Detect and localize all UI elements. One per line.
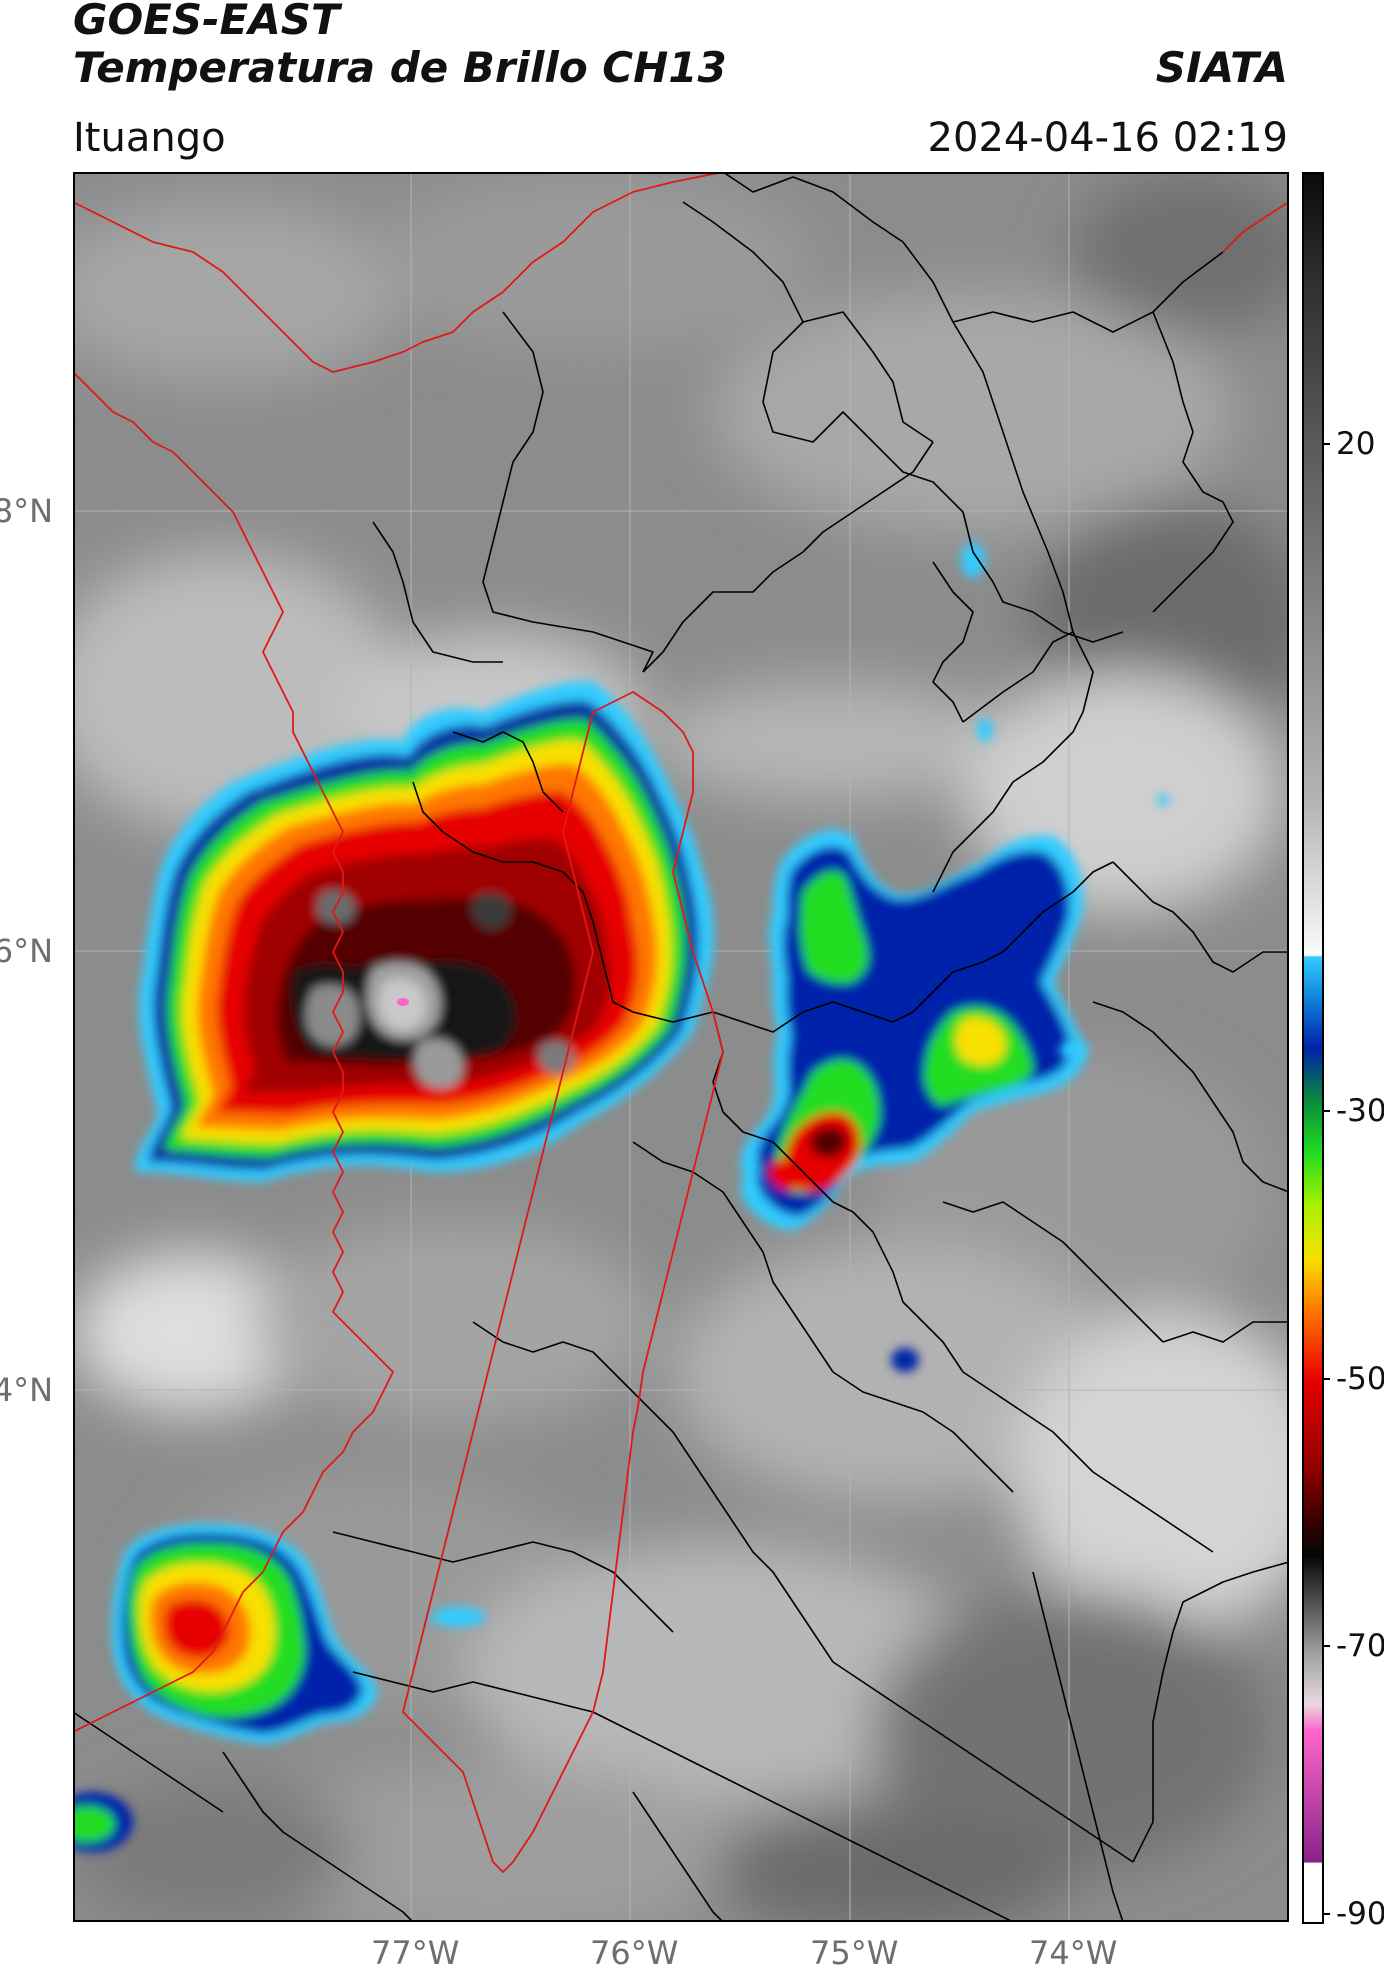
- colorbar: [1302, 172, 1330, 1924]
- colorbar-tick-20: 20: [1336, 426, 1376, 462]
- coldest-top: [397, 998, 409, 1006]
- colorbar-tick-neg30: -30: [1336, 1093, 1384, 1129]
- lat-label-4n: 4°N: [0, 1371, 53, 1409]
- product-title: Temperatura de Brillo CH13: [73, 43, 727, 92]
- department-boundaries: [73, 172, 1289, 1922]
- lon-label-74w: 74°W: [1029, 1934, 1118, 1972]
- colorbar-gradient: [1302, 172, 1324, 1924]
- satellite-title: GOES-EAST: [73, 0, 340, 44]
- lat-label-8n: 8°N: [0, 492, 53, 530]
- lon-label-77w: 77°W: [371, 1934, 460, 1972]
- location-label: Ituango: [73, 115, 226, 161]
- lon-label-76w: 76°W: [590, 1934, 679, 1972]
- convective-system-east: [740, 829, 1086, 1230]
- colorbar-tick-neg70: -70: [1336, 1628, 1384, 1664]
- agency-label: SIATA: [1155, 43, 1288, 92]
- small-cells: [430, 542, 1169, 1627]
- map-frame: [73, 172, 1289, 1922]
- convective-system-main: [134, 681, 714, 1182]
- timestamp-label: 2024-04-16 02:19: [927, 115, 1288, 161]
- brightness-temperature-map: [73, 172, 1289, 1922]
- convective-system-southwest: [111, 1523, 378, 1744]
- colorbar-tick-neg90: -90: [1336, 1896, 1384, 1932]
- edge-cell-bottom-left: [73, 1792, 133, 1852]
- highlight-boundaries: [73, 172, 1289, 1873]
- lon-label-75w: 75°W: [810, 1934, 899, 1972]
- lat-label-6n: 6°N: [0, 932, 53, 970]
- colorbar-tick-neg50: -50: [1336, 1361, 1384, 1397]
- colorbar-ticks: [1323, 443, 1330, 1915]
